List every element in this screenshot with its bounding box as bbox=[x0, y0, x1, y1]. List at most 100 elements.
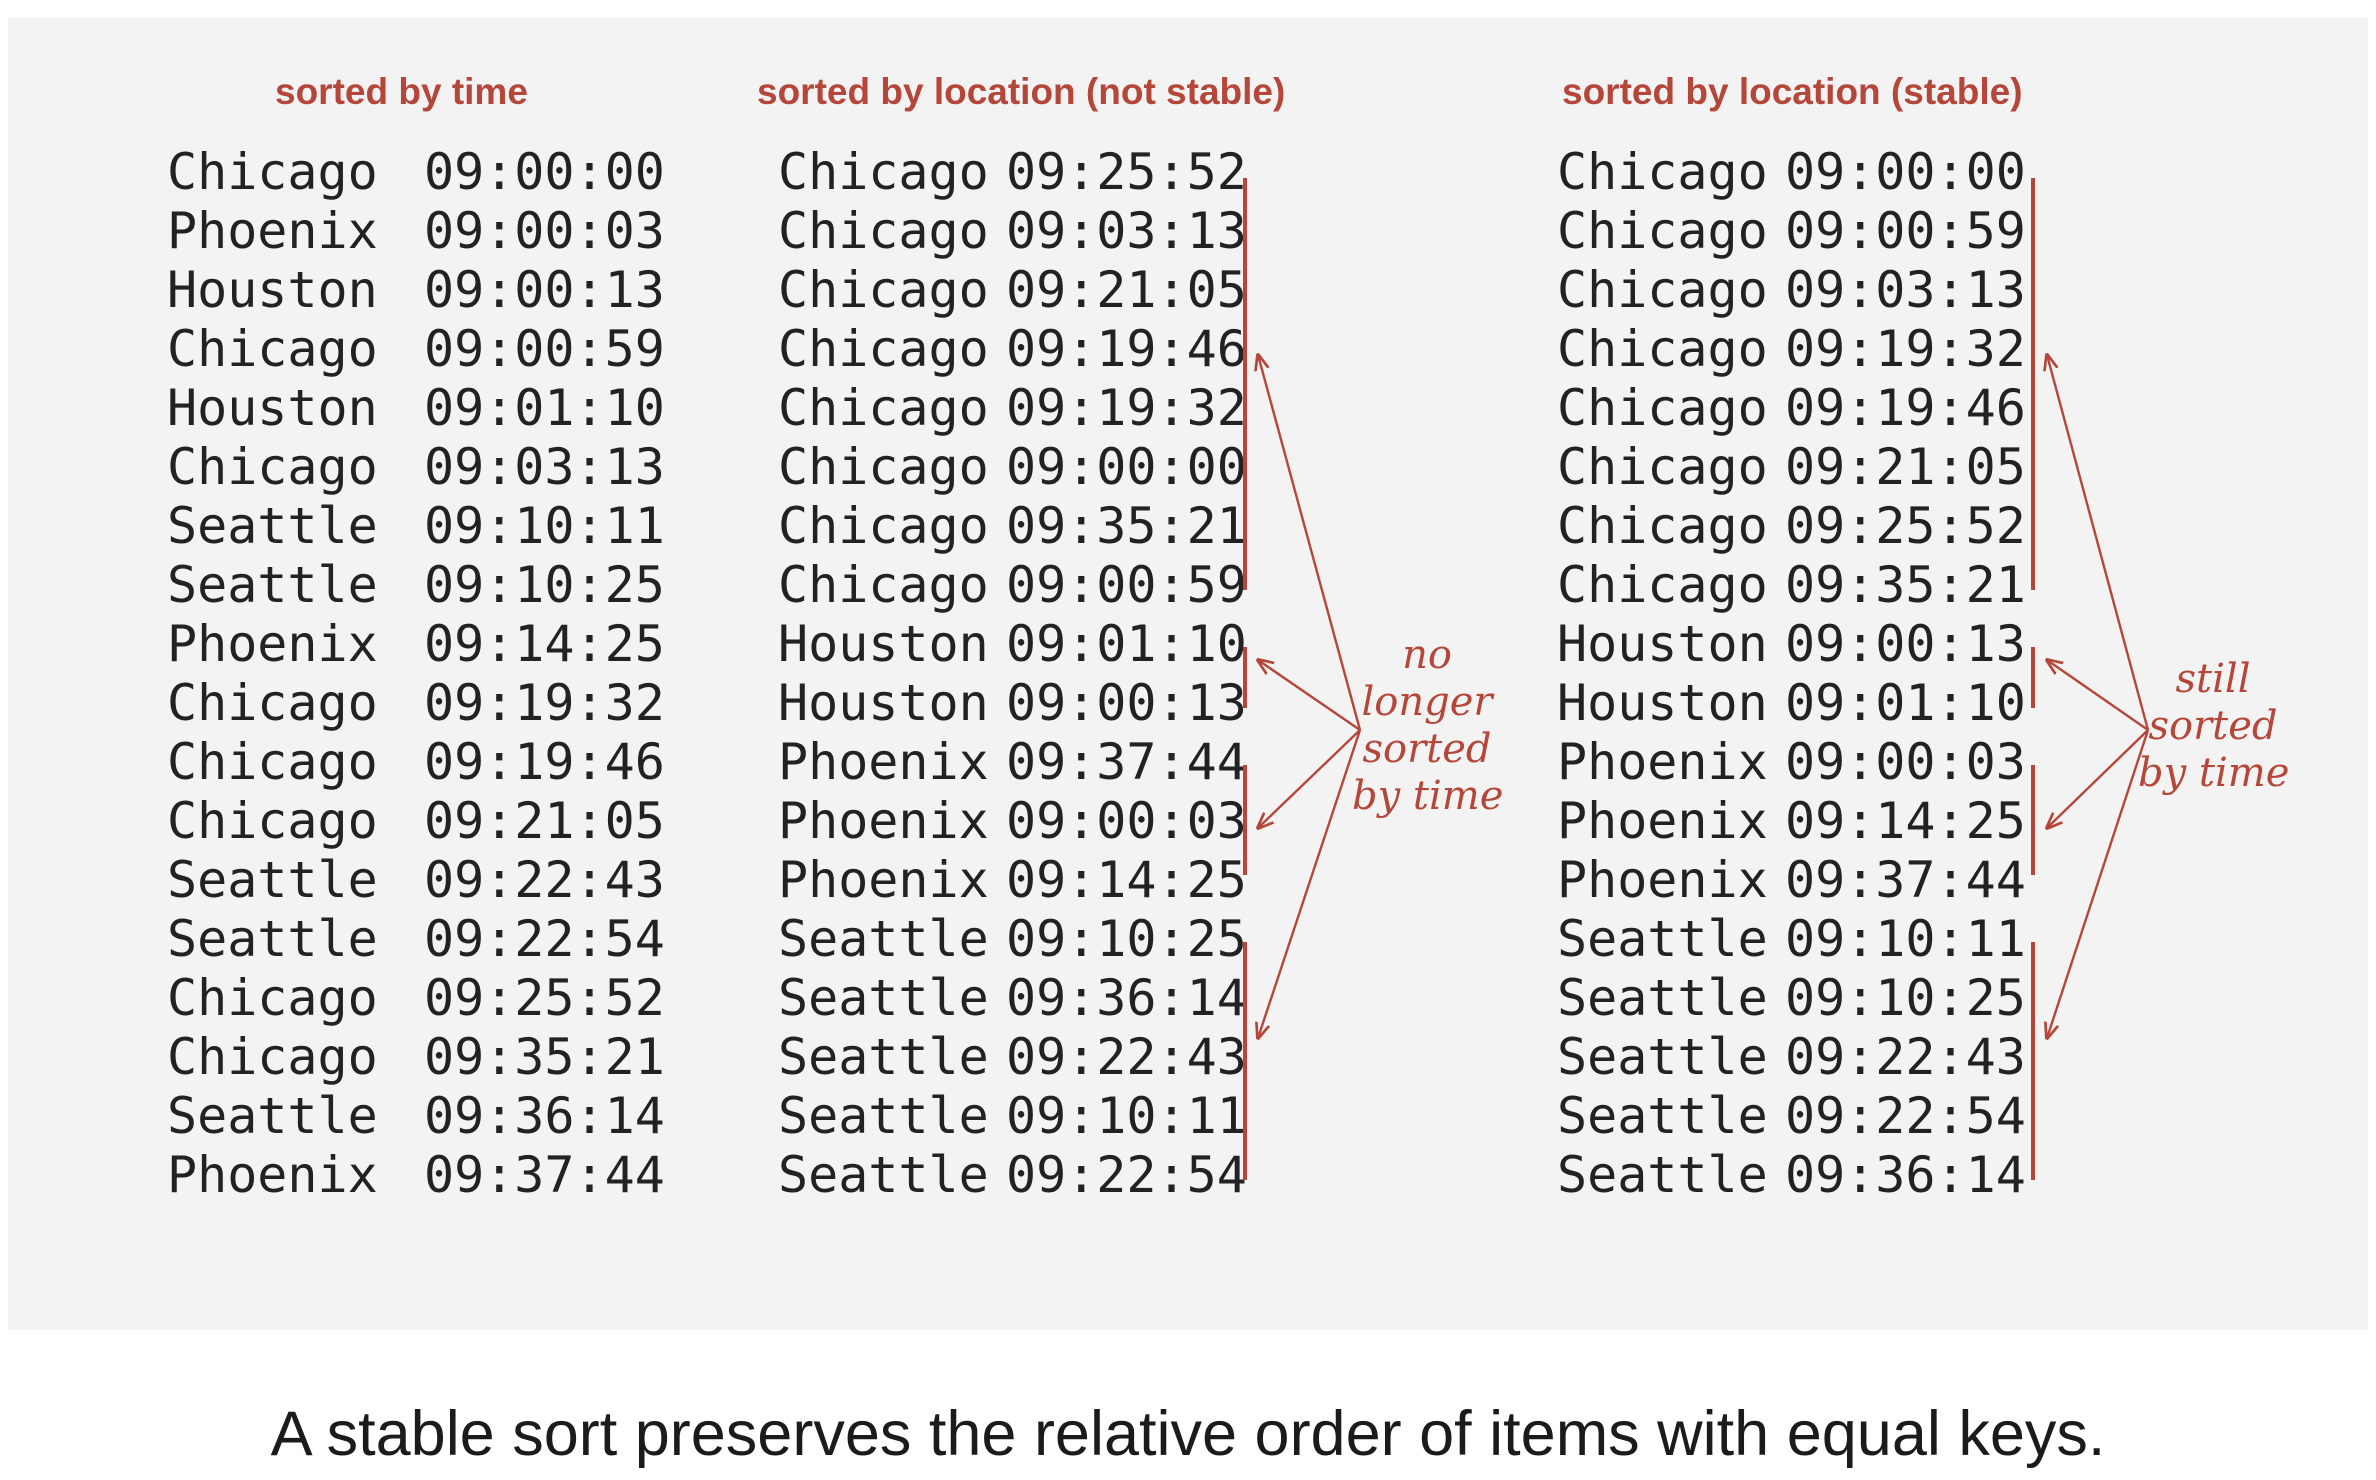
record-time: 09:19:46 bbox=[1785, 379, 2026, 437]
record-time: 09:10:11 bbox=[1006, 1087, 1247, 1145]
record-row: Chicago 09:00:00 bbox=[1557, 143, 2026, 202]
record-city: Chicago bbox=[1557, 143, 1768, 201]
record-city: Chicago bbox=[778, 320, 989, 378]
record-row: Houston 09:00:13 bbox=[778, 674, 1247, 733]
record-time: 09:00:59 bbox=[424, 320, 665, 378]
record-city: Chicago bbox=[167, 438, 378, 496]
record-time: 09:19:46 bbox=[1006, 320, 1247, 378]
record-row: Seattle 09:22:43 bbox=[778, 1028, 1247, 1087]
record-city: Phoenix bbox=[1557, 792, 1768, 850]
note-line: no bbox=[1402, 632, 1452, 678]
record-city: Seattle bbox=[167, 910, 378, 968]
record-row: Seattle 09:22:54 bbox=[1557, 1087, 2026, 1146]
record-city: Chicago bbox=[778, 202, 989, 260]
record-time: 09:21:05 bbox=[1006, 261, 1247, 319]
record-time: 09:19:46 bbox=[424, 733, 665, 791]
record-city: Chicago bbox=[167, 674, 378, 732]
record-row: Chicago 09:00:00 bbox=[167, 143, 665, 202]
record-time: 09:35:21 bbox=[1006, 497, 1247, 555]
record-row: Chicago 09:19:46 bbox=[778, 320, 1247, 379]
record-time: 09:14:25 bbox=[424, 615, 665, 673]
note-line: sorted bbox=[1362, 726, 1492, 772]
record-time: 09:22:54 bbox=[1006, 1146, 1247, 1204]
record-city: Houston bbox=[778, 615, 989, 673]
record-row: Seattle 09:10:25 bbox=[778, 910, 1247, 969]
record-row: Chicago 09:21:05 bbox=[1557, 438, 2026, 497]
record-row: Seattle 09:36:14 bbox=[167, 1087, 665, 1146]
title-sorted-by-location-unstable: sorted by location (not stable) bbox=[757, 71, 1286, 112]
record-time: 09:00:00 bbox=[1785, 143, 2026, 201]
record-city: Houston bbox=[778, 674, 989, 732]
record-row: Chicago 09:21:05 bbox=[167, 792, 665, 851]
record-time: 09:36:14 bbox=[424, 1087, 665, 1145]
record-row: Phoenix 09:00:03 bbox=[778, 792, 1247, 851]
record-time: 09:36:14 bbox=[1785, 1146, 2026, 1204]
record-time: 09:21:05 bbox=[424, 792, 665, 850]
record-row: Seattle 09:10:25 bbox=[1557, 969, 2026, 1028]
record-time: 09:19:32 bbox=[1785, 320, 2026, 378]
record-city: Chicago bbox=[167, 320, 378, 378]
figure-panel bbox=[8, 18, 2368, 1330]
record-city: Chicago bbox=[167, 792, 378, 850]
record-city: Chicago bbox=[1557, 556, 1768, 614]
record-time: 09:00:03 bbox=[1785, 733, 2026, 791]
record-row: Seattle 09:10:25 bbox=[167, 556, 665, 615]
record-row: Chicago 09:03:13 bbox=[778, 202, 1247, 261]
title-sorted-by-location-stable: sorted by location (stable) bbox=[1562, 71, 2023, 112]
record-city: Chicago bbox=[1557, 379, 1768, 437]
record-time: 09:22:54 bbox=[1785, 1087, 2026, 1145]
record-time: 09:00:59 bbox=[1006, 556, 1247, 614]
record-time: 09:35:21 bbox=[1785, 556, 2026, 614]
note-line: still bbox=[2175, 656, 2251, 702]
record-time: 09:36:14 bbox=[1006, 969, 1247, 1027]
note-line: by time bbox=[2138, 750, 2290, 796]
record-row: Chicago 09:35:21 bbox=[1557, 556, 2026, 615]
record-city: Seattle bbox=[1557, 1146, 1768, 1204]
record-row: Phoenix 09:00:03 bbox=[1557, 733, 2026, 792]
record-time: 09:22:54 bbox=[424, 910, 665, 968]
record-time: 09:10:25 bbox=[1006, 910, 1247, 968]
record-city: Houston bbox=[167, 379, 378, 437]
record-city: Phoenix bbox=[167, 1146, 378, 1204]
record-row: Houston 09:00:13 bbox=[167, 261, 665, 320]
record-row: Houston 09:01:10 bbox=[1557, 674, 2026, 733]
record-row: Chicago 09:19:32 bbox=[1557, 320, 2026, 379]
record-row: Chicago 09:35:21 bbox=[778, 497, 1247, 556]
record-time: 09:14:25 bbox=[1006, 851, 1247, 909]
record-time: 09:25:52 bbox=[1785, 497, 2026, 555]
record-time: 09:22:43 bbox=[424, 851, 665, 909]
record-time: 09:03:13 bbox=[1006, 202, 1247, 260]
record-time: 09:37:44 bbox=[1006, 733, 1247, 791]
record-city: Chicago bbox=[1557, 261, 1768, 319]
record-time: 09:00:13 bbox=[1785, 615, 2026, 673]
record-row: Chicago 09:25:52 bbox=[778, 143, 1247, 202]
record-time: 09:00:00 bbox=[1006, 438, 1247, 496]
record-city: Seattle bbox=[778, 969, 989, 1027]
record-row: Seattle 09:36:14 bbox=[1557, 1146, 2026, 1205]
record-row: Chicago 09:03:13 bbox=[1557, 261, 2026, 320]
record-city: Chicago bbox=[167, 969, 378, 1027]
title-sorted-by-time: sorted by time bbox=[275, 71, 528, 112]
record-city: Seattle bbox=[1557, 969, 1768, 1027]
record-time: 09:10:25 bbox=[1785, 969, 2026, 1027]
record-time: 09:35:21 bbox=[424, 1028, 665, 1086]
record-time: 09:14:25 bbox=[1785, 792, 2026, 850]
record-city: Phoenix bbox=[778, 733, 989, 791]
record-row: Phoenix 09:14:25 bbox=[778, 851, 1247, 910]
record-city: Chicago bbox=[1557, 497, 1768, 555]
record-city: Chicago bbox=[778, 143, 989, 201]
record-city: Phoenix bbox=[778, 851, 989, 909]
record-time: 09:01:10 bbox=[1006, 615, 1247, 673]
record-row: Phoenix 09:37:44 bbox=[778, 733, 1247, 792]
record-row: Phoenix 09:14:25 bbox=[1557, 792, 2026, 851]
record-city: Chicago bbox=[1557, 202, 1768, 260]
record-city: Chicago bbox=[167, 1028, 378, 1086]
record-city: Phoenix bbox=[1557, 851, 1768, 909]
caption: A stable sort preserves the relative ord… bbox=[270, 1399, 2106, 1469]
record-city: Chicago bbox=[1557, 438, 1768, 496]
record-row: Chicago 09:19:32 bbox=[778, 379, 1247, 438]
record-time: 09:01:10 bbox=[1785, 674, 2026, 732]
record-row: Seattle 09:10:11 bbox=[1557, 910, 2026, 969]
record-time: 09:25:52 bbox=[1006, 143, 1247, 201]
record-time: 09:03:13 bbox=[1785, 261, 2026, 319]
